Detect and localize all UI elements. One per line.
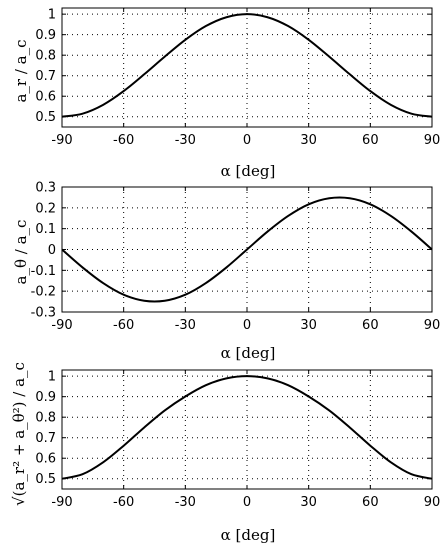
panel-1-plot-frame [61,7,433,128]
panel-2-y-tick-label: -0.3 [31,306,56,321]
panel-2-y-tick-label: 0.1 [35,222,56,237]
panel-radial-acceleration: α [deg] a_r / a_c -90 -60 -30 0 30 60 90 0.5 0.6… [12,7,441,180]
panel-2-x-tick-label: -30 [175,318,196,333]
panel-3-x-tick-label: 0 [243,495,251,510]
panel-3-y-tick-label: 0.6 [35,452,56,467]
panel-1-series-line [61,13,433,118]
panel-1-y-tick-label: 0.5 [35,110,56,125]
panel-3-y-tick-label: 0.7 [35,431,56,446]
panel-3-x-tick-label: -90 [51,495,72,510]
panel-2-x-tick-label: 60 [362,318,379,333]
panel-2-x-tick-label: -90 [51,318,72,333]
panel-2-x-tick-label: -60 [113,318,134,333]
panel-2-y-axis-label: a_θ / a_c [12,220,30,285]
panel-1-x-axis-label: α [deg] [221,162,276,180]
panel-1-y-tick-label: 0.9 [35,28,56,43]
panel-1-x-tick-label: 60 [362,133,379,148]
panel-1-x-tick-label: 0 [243,133,251,148]
panel-1-x-tick-label: -60 [113,133,134,148]
panel-total-acceleration: α [deg] √(a_r² + a_θ²) / a_c -90 -60 -30 0 3… [10,362,440,544]
panel-3-x-tick-label: 90 [424,495,441,510]
panel-1-y-axis-label: a_r / a_c [12,39,30,102]
panel-2-x-tick-label: 0 [243,318,251,333]
panel-2-x-axis-label: α [deg] [221,344,276,362]
panel-3-y-tick-label: 1 [48,370,56,385]
panel-3-x-tick-label: 60 [362,495,379,510]
panel-tangential-acceleration: α [deg] a_θ / a_c -90 -60 -30 0 30 60 90 -0.3 -0… [12,181,440,363]
panel-3-y-axis-label: √(a_r² + a_θ²) / a_c [10,362,28,506]
panel-1-y-tick-label: 0.6 [35,90,56,105]
panel-2-y-tick-label: 0 [48,243,56,258]
panel-3-y-tick-label: 0.8 [35,411,56,426]
panel-1-x-tick-label: -90 [51,133,72,148]
panel-3-y-tick-label: 0.5 [35,472,56,487]
panel-1-y-tick-label: 0.7 [35,69,56,84]
panel-2-y-tick-label: 0.2 [35,201,56,216]
panel-2-x-tick-label: 90 [424,318,441,333]
panel-3-plot-frame [61,369,433,490]
panel-2-y-tick-label: -0.2 [31,285,56,300]
panel-3-y-tick-label: 0.9 [35,390,56,405]
panel-3-series-line [61,375,433,480]
panel-1-x-tick-label: 30 [300,133,317,148]
panel-1-y-tick-label: 0.8 [35,49,56,64]
panel-1-x-tick-label: -30 [175,133,196,148]
panel-3-x-axis-label: α [deg] [221,526,276,544]
panel-1-y-tick-label: 1 [48,8,56,23]
panel-2-y-tick-label: -0.1 [31,264,56,279]
panel-2-x-tick-label: 30 [300,318,317,333]
panel-3-x-tick-label: -60 [113,495,134,510]
panel-1-x-tick-label: 90 [424,133,441,148]
panel-3-x-tick-label: -30 [175,495,196,510]
panel-2-series-line [61,196,433,303]
panel-2-y-tick-label: 0.3 [35,181,56,196]
panel-3-x-tick-label: 30 [300,495,317,510]
